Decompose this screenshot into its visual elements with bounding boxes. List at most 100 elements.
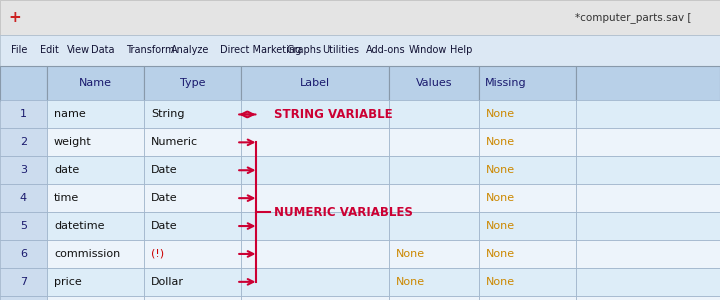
Bar bbox=[144, 66, 241, 100]
Bar bbox=[576, 268, 720, 296]
Bar bbox=[47, 240, 144, 268]
Bar bbox=[479, 100, 576, 128]
Text: Numeric: Numeric bbox=[151, 137, 198, 147]
Bar bbox=[0, 34, 720, 66]
Text: NUMERIC VARIABLES: NUMERIC VARIABLES bbox=[274, 206, 413, 219]
Text: Date: Date bbox=[151, 193, 178, 203]
Bar bbox=[389, 296, 479, 300]
Text: String: String bbox=[151, 110, 185, 119]
Bar bbox=[389, 268, 479, 296]
Bar bbox=[576, 184, 720, 212]
Bar bbox=[0, 240, 47, 268]
Bar bbox=[576, 128, 720, 156]
Bar bbox=[479, 184, 576, 212]
Text: Data: Data bbox=[91, 45, 115, 55]
Text: Dollar: Dollar bbox=[151, 277, 184, 287]
Bar bbox=[389, 100, 479, 128]
Bar bbox=[576, 100, 720, 128]
Bar bbox=[241, 184, 389, 212]
Bar bbox=[241, 212, 389, 240]
Text: Date: Date bbox=[151, 221, 178, 231]
Text: 6: 6 bbox=[20, 249, 27, 259]
Text: None: None bbox=[396, 249, 425, 259]
Text: name: name bbox=[54, 110, 86, 119]
Bar bbox=[576, 212, 720, 240]
Bar bbox=[47, 296, 144, 300]
Text: 1: 1 bbox=[20, 110, 27, 119]
Text: 3: 3 bbox=[20, 165, 27, 175]
Text: None: None bbox=[486, 137, 515, 147]
Text: File: File bbox=[11, 45, 27, 55]
Bar bbox=[0, 296, 47, 300]
Bar bbox=[144, 240, 241, 268]
Text: Label: Label bbox=[300, 78, 330, 88]
Bar bbox=[144, 296, 241, 300]
Bar bbox=[47, 268, 144, 296]
Text: time: time bbox=[54, 193, 79, 203]
Bar bbox=[47, 128, 144, 156]
Bar bbox=[0, 100, 47, 128]
Bar bbox=[479, 66, 576, 100]
Text: None: None bbox=[486, 249, 515, 259]
Text: 2: 2 bbox=[20, 137, 27, 147]
Text: Values: Values bbox=[415, 78, 452, 88]
Bar bbox=[479, 296, 576, 300]
Text: STRING VARIABLE: STRING VARIABLE bbox=[274, 108, 392, 121]
Text: Analyze: Analyze bbox=[171, 45, 209, 55]
Text: *computer_parts.sav [: *computer_parts.sav [ bbox=[575, 12, 691, 23]
Bar bbox=[389, 184, 479, 212]
Bar bbox=[241, 66, 389, 100]
Text: weight: weight bbox=[54, 137, 91, 147]
Bar bbox=[47, 184, 144, 212]
Bar bbox=[576, 156, 720, 184]
Bar bbox=[479, 240, 576, 268]
Bar bbox=[47, 100, 144, 128]
Text: Add-ons: Add-ons bbox=[366, 45, 405, 55]
Bar bbox=[0, 0, 720, 34]
Bar bbox=[0, 128, 47, 156]
Bar bbox=[241, 156, 389, 184]
Bar bbox=[144, 184, 241, 212]
Bar bbox=[144, 100, 241, 128]
Text: Date: Date bbox=[151, 165, 178, 175]
Text: +: + bbox=[9, 10, 22, 25]
Text: Graphs: Graphs bbox=[287, 45, 322, 55]
Bar bbox=[144, 128, 241, 156]
Bar bbox=[0, 156, 47, 184]
Text: None: None bbox=[486, 193, 515, 203]
Text: (!): (!) bbox=[151, 249, 164, 259]
Bar bbox=[479, 212, 576, 240]
Bar bbox=[241, 296, 389, 300]
Bar bbox=[47, 156, 144, 184]
Text: None: None bbox=[396, 277, 425, 287]
Text: datetime: datetime bbox=[54, 221, 104, 231]
Text: 4: 4 bbox=[20, 193, 27, 203]
Bar bbox=[241, 128, 389, 156]
Bar bbox=[241, 100, 389, 128]
Bar bbox=[241, 240, 389, 268]
Bar bbox=[241, 268, 389, 296]
Bar bbox=[47, 212, 144, 240]
Bar bbox=[144, 156, 241, 184]
Bar bbox=[479, 128, 576, 156]
Text: Utilities: Utilities bbox=[322, 45, 359, 55]
Text: None: None bbox=[486, 277, 515, 287]
Bar bbox=[389, 66, 479, 100]
Text: Direct Marketing: Direct Marketing bbox=[220, 45, 301, 55]
Text: None: None bbox=[486, 110, 515, 119]
Bar bbox=[389, 156, 479, 184]
Bar bbox=[389, 240, 479, 268]
Bar bbox=[47, 66, 144, 100]
Bar bbox=[576, 66, 720, 100]
Text: date: date bbox=[54, 165, 79, 175]
Bar bbox=[479, 268, 576, 296]
Text: View: View bbox=[67, 45, 90, 55]
Bar bbox=[389, 212, 479, 240]
Bar bbox=[144, 268, 241, 296]
Text: 5: 5 bbox=[20, 221, 27, 231]
Text: None: None bbox=[486, 165, 515, 175]
Bar bbox=[0, 212, 47, 240]
Bar bbox=[576, 296, 720, 300]
Bar bbox=[0, 268, 47, 296]
Text: Name: Name bbox=[79, 78, 112, 88]
